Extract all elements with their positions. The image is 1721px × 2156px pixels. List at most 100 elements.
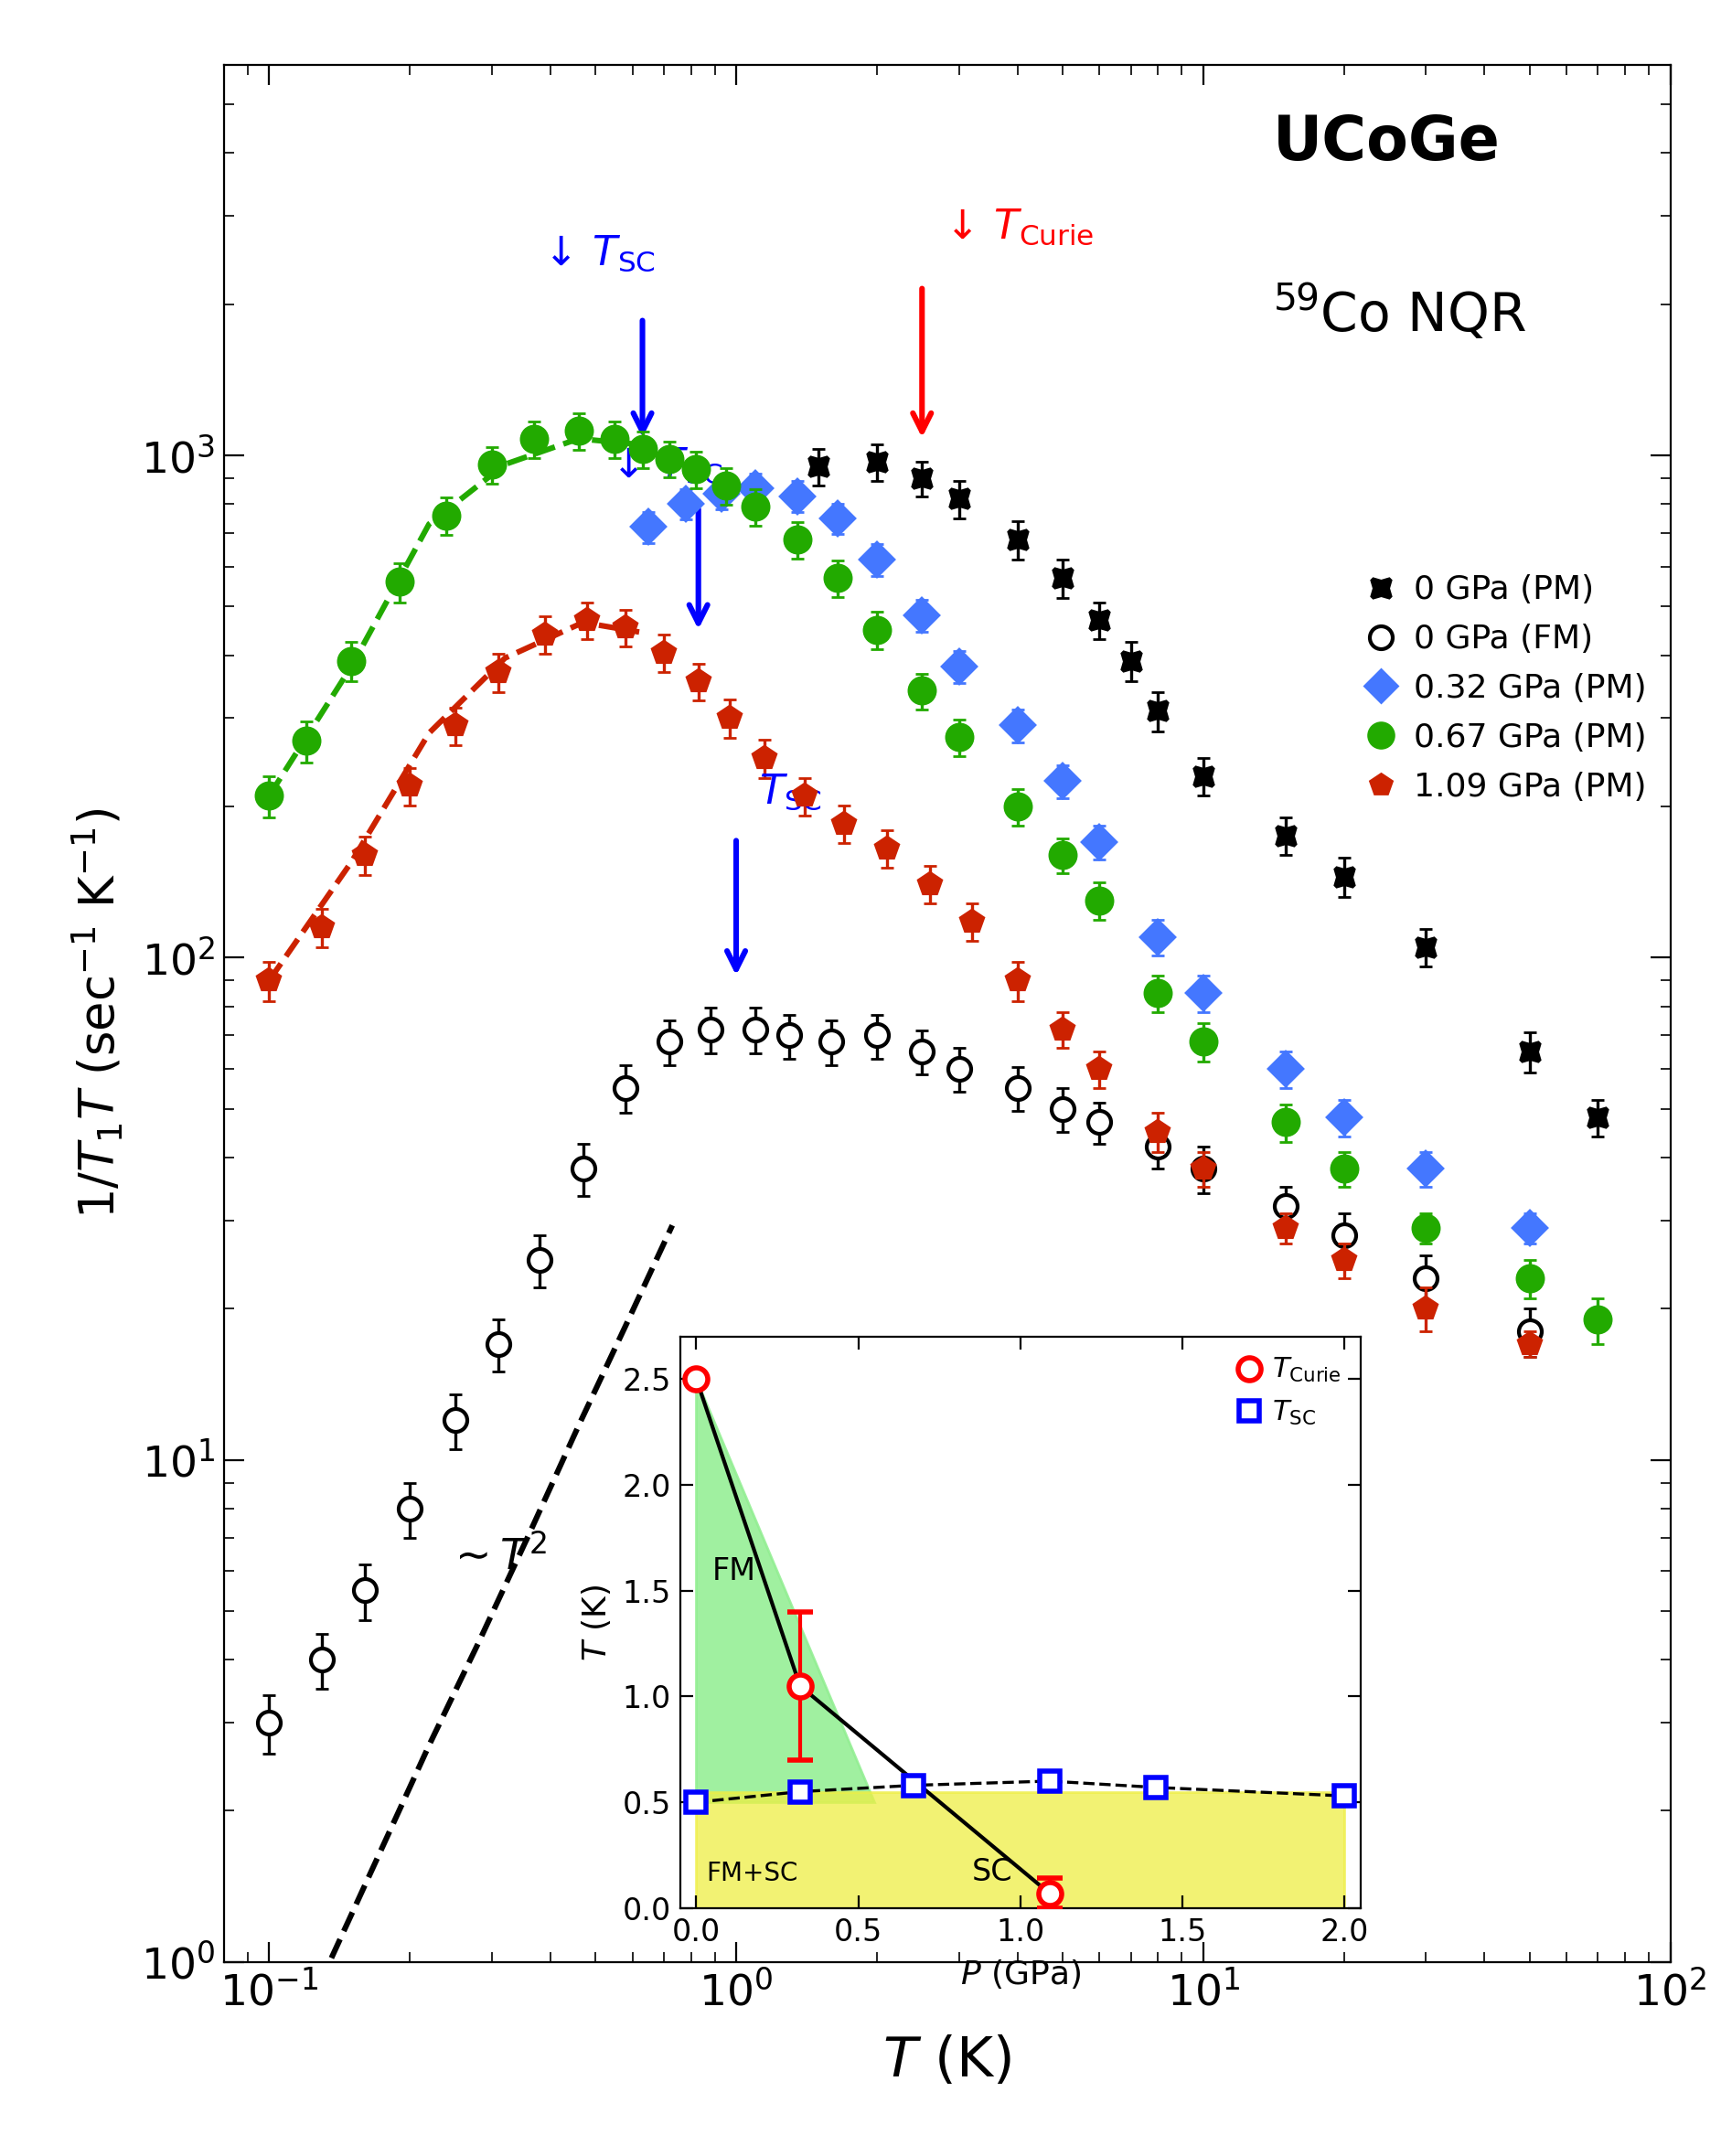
0.32 GPa (PM) bbox=[828, 505, 848, 530]
1.09 GPa (PM) bbox=[1007, 968, 1027, 994]
1.09 GPa (PM) bbox=[1415, 1296, 1435, 1322]
0 GPa (FM) bbox=[948, 1056, 969, 1082]
Text: UCoGe: UCoGe bbox=[1272, 112, 1499, 172]
1.09 GPa (PM) bbox=[258, 968, 279, 994]
0.32 GPa (PM) bbox=[1007, 711, 1027, 737]
0.67 GPa (PM) bbox=[389, 569, 410, 595]
Text: FM+SC: FM+SC bbox=[706, 1861, 797, 1886]
0 GPa (PM) bbox=[1007, 526, 1027, 552]
0 GPa (FM) bbox=[444, 1408, 465, 1434]
0.32 GPa (PM) bbox=[910, 602, 931, 627]
1.09 GPa (PM) bbox=[577, 608, 597, 634]
1.09 GPa (PM) bbox=[833, 811, 854, 837]
0 GPa (FM) bbox=[1193, 1156, 1213, 1181]
0.32 GPa (PM) bbox=[1052, 768, 1072, 793]
Text: FM: FM bbox=[712, 1557, 756, 1587]
0.67 GPa (PM) bbox=[786, 526, 807, 552]
1.09 GPa (PM) bbox=[962, 908, 983, 934]
1.09 GPa (PM) bbox=[399, 772, 420, 798]
0 GPa (PM) bbox=[1120, 647, 1141, 673]
1.09 GPa (PM) bbox=[614, 614, 635, 640]
0 GPa (PM) bbox=[807, 453, 828, 479]
0.67 GPa (PM) bbox=[714, 472, 735, 498]
0 GPa (FM) bbox=[1146, 1134, 1167, 1160]
0 GPa (FM) bbox=[399, 1496, 420, 1522]
0 GPa (FM) bbox=[659, 1028, 680, 1054]
0 GPa (FM) bbox=[614, 1076, 635, 1102]
0.32 GPa (PM) bbox=[866, 548, 886, 573]
0 GPa (PM) bbox=[1089, 608, 1110, 634]
0 GPa (PM) bbox=[1587, 1104, 1607, 1130]
1.09 GPa (PM) bbox=[355, 843, 375, 869]
1.09 GPa (PM) bbox=[688, 668, 709, 694]
1.09 GPa (PM) bbox=[1193, 1156, 1213, 1181]
0 GPa (PM) bbox=[948, 485, 969, 511]
X-axis label: $T$ (K): $T$ (K) bbox=[881, 2035, 1012, 2089]
0.32 GPa (PM) bbox=[638, 513, 659, 539]
0.32 GPa (PM) bbox=[1332, 1104, 1353, 1130]
0.67 GPa (PM) bbox=[1518, 1266, 1539, 1291]
0 GPa (PM) bbox=[1275, 824, 1296, 849]
1.09 GPa (PM) bbox=[444, 711, 465, 737]
0.32 GPa (PM) bbox=[1146, 925, 1167, 951]
0 GPa (FM) bbox=[258, 1710, 279, 1736]
Line: 0 GPa (PM): 0 GPa (PM) bbox=[805, 448, 1609, 1130]
0.67 GPa (PM) bbox=[910, 677, 931, 703]
0 GPa (FM) bbox=[699, 1015, 719, 1041]
0.67 GPa (PM) bbox=[1332, 1156, 1353, 1181]
0 GPa (FM) bbox=[778, 1022, 799, 1048]
0.67 GPa (PM) bbox=[685, 457, 706, 483]
0.32 GPa (PM) bbox=[948, 653, 969, 679]
0 GPa (FM) bbox=[910, 1039, 931, 1065]
0 GPa (FM) bbox=[1089, 1110, 1110, 1136]
Line: 0.32 GPa (PM): 0.32 GPa (PM) bbox=[637, 476, 1540, 1240]
Legend: $T_{\rm Curie}$, $T_{\rm SC}$: $T_{\rm Curie}$, $T_{\rm SC}$ bbox=[1232, 1350, 1346, 1434]
1.09 GPa (PM) bbox=[793, 783, 814, 808]
0 GPa (FM) bbox=[1007, 1076, 1027, 1102]
Line: 0 GPa (FM): 0 GPa (FM) bbox=[258, 1018, 1540, 1733]
0 GPa (PM) bbox=[910, 466, 931, 492]
1.09 GPa (PM) bbox=[1518, 1330, 1539, 1356]
1.09 GPa (PM) bbox=[654, 640, 675, 666]
Y-axis label: $T$ (K): $T$ (K) bbox=[578, 1585, 613, 1660]
0.67 GPa (PM) bbox=[948, 724, 969, 750]
Text: $\sim T^2$: $\sim T^2$ bbox=[446, 1535, 547, 1578]
0 GPa (FM) bbox=[821, 1028, 842, 1054]
0 GPa (FM) bbox=[1518, 1319, 1539, 1345]
0.32 GPa (PM) bbox=[1089, 828, 1110, 854]
0.67 GPa (PM) bbox=[1193, 1028, 1213, 1054]
0 GPa (FM) bbox=[530, 1246, 551, 1272]
Text: $\downarrow\,T_{\rm SC}$: $\downarrow\,T_{\rm SC}$ bbox=[535, 235, 656, 274]
0.67 GPa (PM) bbox=[568, 418, 589, 444]
0 GPa (PM) bbox=[1415, 934, 1435, 959]
1.09 GPa (PM) bbox=[312, 914, 332, 940]
0.67 GPa (PM) bbox=[258, 783, 279, 808]
0 GPa (PM) bbox=[1146, 699, 1167, 724]
0.32 GPa (PM) bbox=[1415, 1156, 1435, 1181]
0 GPa (PM) bbox=[1052, 565, 1072, 591]
0.32 GPa (PM) bbox=[1275, 1056, 1296, 1082]
0 GPa (FM) bbox=[355, 1578, 375, 1604]
Polygon shape bbox=[695, 1380, 874, 1802]
0.32 GPa (PM) bbox=[745, 476, 766, 502]
Text: $\downarrow\,T_{\rm SC}$: $\downarrow\,T_{\rm SC}$ bbox=[604, 446, 723, 485]
0.67 GPa (PM) bbox=[632, 436, 652, 461]
0 GPa (FM) bbox=[312, 1647, 332, 1673]
0.67 GPa (PM) bbox=[296, 729, 317, 755]
0 GPa (PM) bbox=[1332, 865, 1353, 890]
1.09 GPa (PM) bbox=[1089, 1056, 1110, 1082]
0.67 GPa (PM) bbox=[659, 446, 680, 472]
Line: 0.67 GPa (PM): 0.67 GPa (PM) bbox=[256, 418, 1609, 1332]
1.09 GPa (PM) bbox=[1332, 1246, 1353, 1272]
0 GPa (FM) bbox=[1332, 1222, 1353, 1248]
0 GPa (FM) bbox=[1275, 1192, 1296, 1218]
0.67 GPa (PM) bbox=[523, 425, 544, 451]
0.67 GPa (PM) bbox=[745, 494, 766, 520]
0 GPa (FM) bbox=[745, 1015, 766, 1041]
0 GPa (FM) bbox=[573, 1156, 594, 1181]
Text: $^{59}$Co NQR: $^{59}$Co NQR bbox=[1272, 282, 1525, 343]
0.67 GPa (PM) bbox=[1587, 1307, 1607, 1332]
0 GPa (PM) bbox=[1518, 1039, 1539, 1065]
0.32 GPa (PM) bbox=[1193, 981, 1213, 1007]
0.32 GPa (PM) bbox=[786, 483, 807, 509]
